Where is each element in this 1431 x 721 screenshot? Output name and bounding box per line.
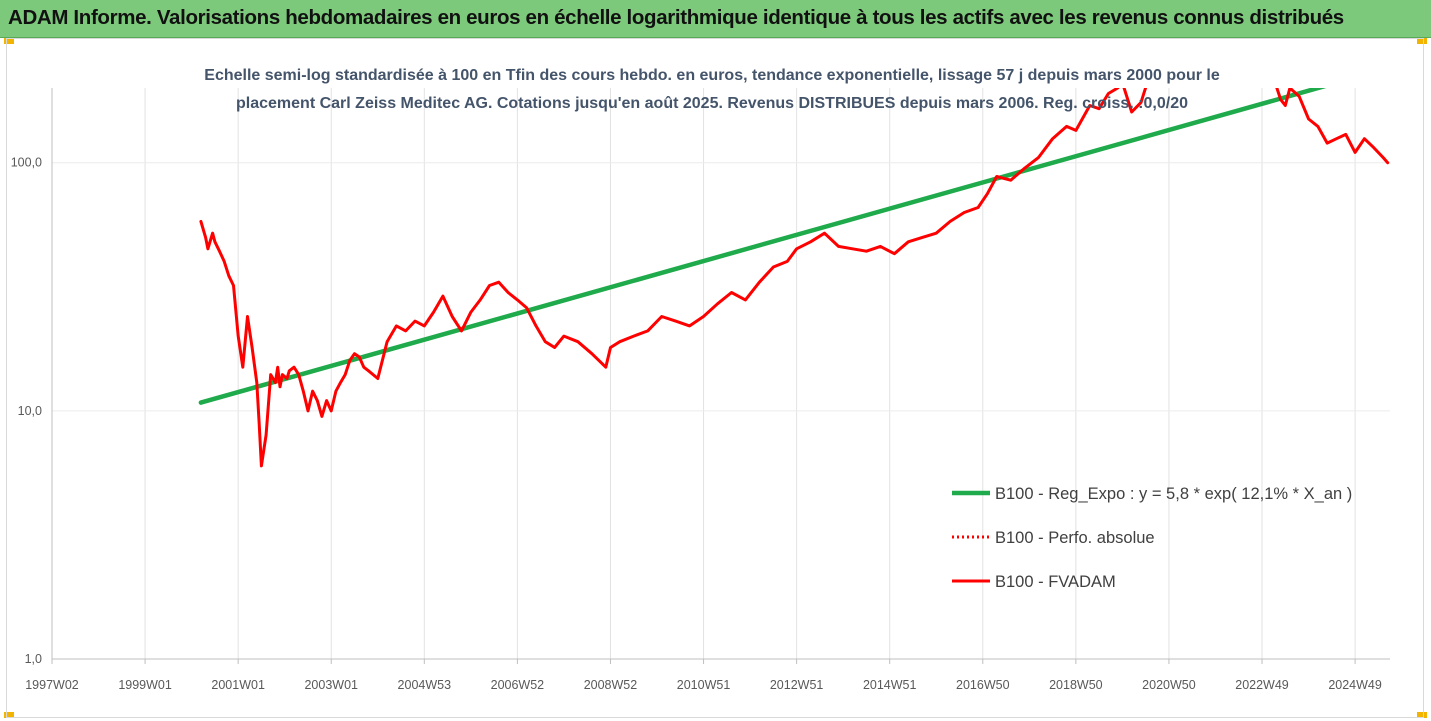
y-tick-label: 100,0 [11,156,42,170]
x-tick-label: 2020W50 [1142,678,1196,692]
x-tick-label: 2006W52 [491,678,545,692]
legend: B100 - Reg_Expo : y = 5,8 * exp( 12,1% *… [952,485,1352,591]
x-tick-label: 2001W01 [211,678,265,692]
corner-accent-bottom-right [1417,712,1427,718]
series-line-1 [198,88,1327,405]
axes: 1,0 10,0 100,0 1997W02 1999W01 2001W01 2003W01… [11,88,1390,692]
x-tick-label: 2024W49 [1328,678,1382,692]
x-tick-label: 2010W51 [677,678,731,692]
x-tick-label: 2018W50 [1049,678,1103,692]
report-title: ADAM Informe. Valorisations hebdomadaire… [8,6,1344,29]
x-tick-label: 2003W01 [304,678,358,692]
x-tick-label: 1997W02 [25,678,79,692]
x-tick-label: 1999W01 [118,678,172,692]
chart-frame [6,38,1424,718]
corner-accent-top-right [1417,38,1427,44]
chart-subtitle-line-2: placement Carl Zeiss Meditec AG. Cotatio… [236,95,1188,112]
header-bar: ADAM Informe. Valorisations hebdomadaire… [0,0,1431,38]
chart-subtitle: Echelle semi-log standardisée à 100 en T… [204,67,1220,112]
corner-accent-top-left [4,38,14,44]
x-tick-label: 2014W51 [863,678,917,692]
series-line-3 [199,88,1390,468]
y-tick-label: 10,0 [18,404,42,418]
legend-label-2: B100 - Perfo. absolue [995,529,1155,547]
vertical-gridlines [51,88,1390,660]
legend-label-1: B100 - Reg_Expo : y = 5,8 * exp( 12,1% *… [995,485,1352,503]
x-tick-label: 2004W53 [398,678,452,692]
x-tick-label: 2022W49 [1235,678,1289,692]
legend-label-3: B100 - FVADAM [995,573,1116,591]
chart-subtitle-line-1: Echelle semi-log standardisée à 100 en T… [204,67,1220,84]
x-tick-label: 2012W51 [770,678,824,692]
y-tick-label: 1,0 [25,652,42,666]
x-tick-label: 2008W52 [584,678,638,692]
series-layer [198,88,1390,468]
x-tick-label: 2016W50 [956,678,1010,692]
corner-accent-bottom-left [4,712,14,718]
